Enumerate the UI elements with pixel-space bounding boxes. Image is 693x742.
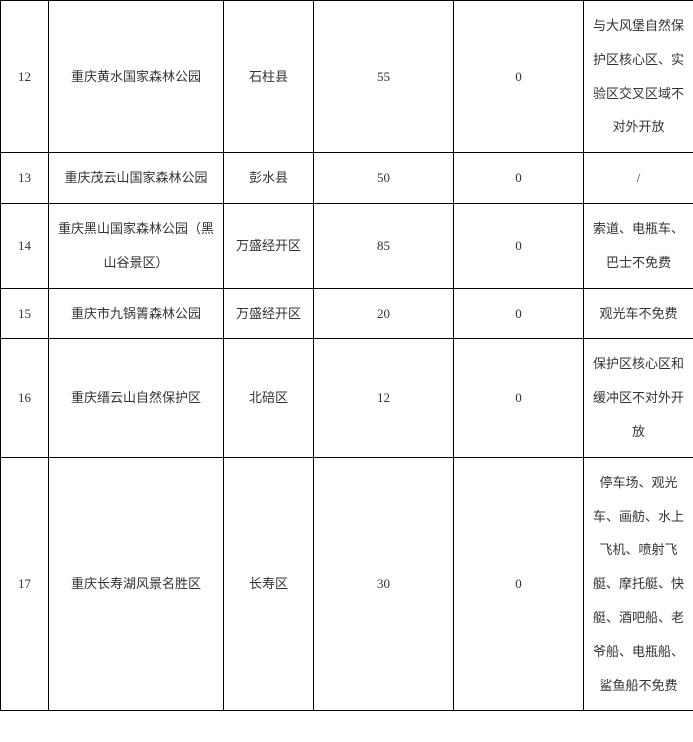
cell-area: 彭水县 [224,153,314,204]
cell-name: 重庆黄水国家森林公园 [49,1,224,153]
table-row: 13 重庆茂云山国家森林公园 彭水县 50 0 / [1,153,693,204]
cell-note: 停车场、观光车、画舫、水上飞机、喷射飞艇、摩托艇、快艇、酒吧船、老爷船、电瓶船、… [584,457,693,711]
cell-v2: 0 [454,339,584,457]
cell-area: 长寿区 [224,457,314,711]
cell-area: 北碚区 [224,339,314,457]
table-body: 12 重庆黄水国家森林公园 石柱县 55 0 与大风堡自然保护区核心区、实验区交… [1,1,693,711]
table-row: 15 重庆市九锅箐森林公园 万盛经开区 20 0 观光车不免费 [1,288,693,339]
table-row: 14 重庆黑山国家森林公园（黑山谷景区） 万盛经开区 85 0 索道、电瓶车、巴… [1,203,693,288]
cell-name: 重庆市九锅箐森林公园 [49,288,224,339]
cell-v1: 30 [314,457,454,711]
cell-v1: 12 [314,339,454,457]
cell-v2: 0 [454,153,584,204]
table-row: 17 重庆长寿湖风景名胜区 长寿区 30 0 停车场、观光车、画舫、水上飞机、喷… [1,457,693,711]
cell-note: 与大风堡自然保护区核心区、实验区交叉区域不对外开放 [584,1,693,153]
cell-name: 重庆长寿湖风景名胜区 [49,457,224,711]
cell-idx: 15 [1,288,49,339]
cell-idx: 16 [1,339,49,457]
cell-v2: 0 [454,1,584,153]
table-row: 12 重庆黄水国家森林公园 石柱县 55 0 与大风堡自然保护区核心区、实验区交… [1,1,693,153]
parks-table: 12 重庆黄水国家森林公园 石柱县 55 0 与大风堡自然保护区核心区、实验区交… [0,0,693,711]
cell-idx: 13 [1,153,49,204]
cell-area: 石柱县 [224,1,314,153]
cell-note: / [584,153,693,204]
cell-v1: 50 [314,153,454,204]
cell-v1: 20 [314,288,454,339]
cell-name: 重庆黑山国家森林公园（黑山谷景区） [49,203,224,288]
cell-area: 万盛经开区 [224,288,314,339]
table-row: 16 重庆缙云山自然保护区 北碚区 12 0 保护区核心区和缓冲区不对外开放 [1,339,693,457]
cell-note: 观光车不免费 [584,288,693,339]
cell-v2: 0 [454,457,584,711]
cell-idx: 14 [1,203,49,288]
cell-v2: 0 [454,288,584,339]
cell-name: 重庆缙云山自然保护区 [49,339,224,457]
cell-area: 万盛经开区 [224,203,314,288]
cell-v2: 0 [454,203,584,288]
cell-note: 索道、电瓶车、巴士不免费 [584,203,693,288]
cell-idx: 12 [1,1,49,153]
cell-v1: 85 [314,203,454,288]
cell-note: 保护区核心区和缓冲区不对外开放 [584,339,693,457]
cell-name: 重庆茂云山国家森林公园 [49,153,224,204]
cell-v1: 55 [314,1,454,153]
cell-idx: 17 [1,457,49,711]
